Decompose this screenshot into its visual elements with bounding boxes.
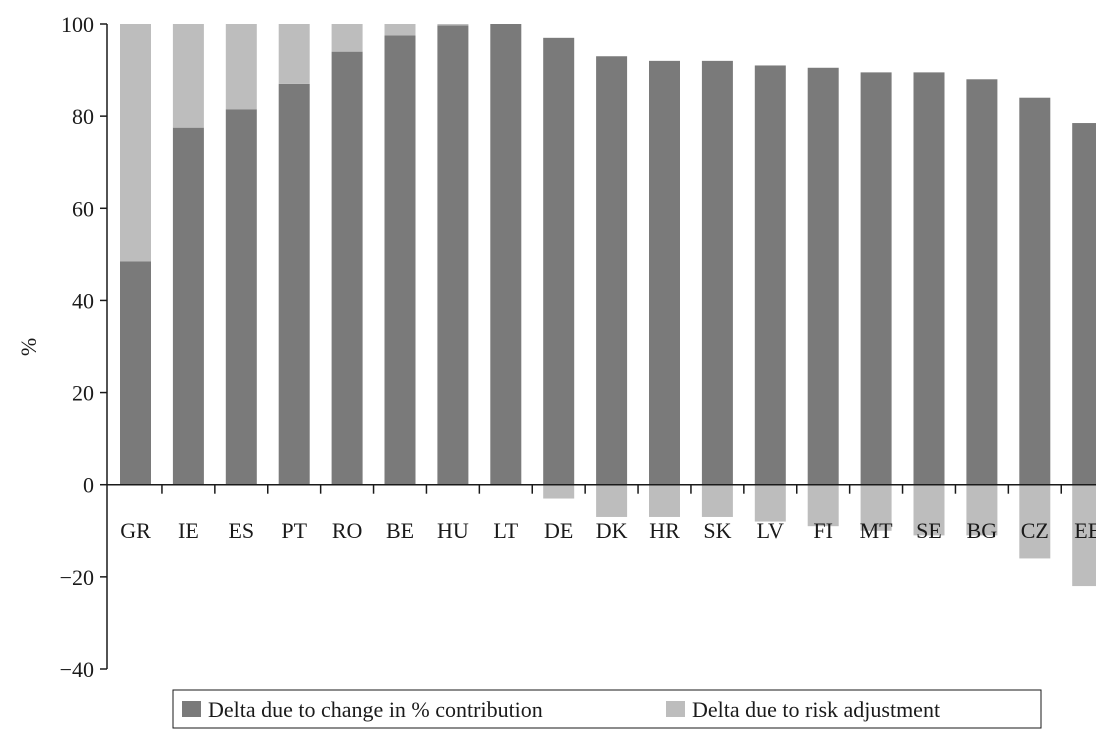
bar-risk-gr bbox=[120, 24, 151, 262]
bar-contribution-sk bbox=[701, 60, 733, 485]
legend-swatch-risk bbox=[666, 701, 685, 717]
bar-risk-sk bbox=[701, 484, 733, 517]
legend: Delta due to change in % contribution De… bbox=[172, 689, 1042, 729]
legend-label-contribution: Delta due to change in % contribution bbox=[208, 697, 543, 722]
bar-risk-pt bbox=[278, 24, 310, 84]
bar-risk-es bbox=[225, 24, 257, 110]
bar-contribution-fi bbox=[807, 67, 839, 485]
y-tick-label: 60 bbox=[72, 196, 94, 221]
category-label: IE bbox=[178, 518, 199, 543]
x-ticks-group bbox=[161, 484, 1062, 494]
bar-contribution-dk bbox=[596, 56, 628, 485]
bar-risk-ro bbox=[331, 24, 363, 52]
category-label: CZ bbox=[1021, 518, 1049, 543]
bar-risk-hr bbox=[649, 484, 680, 517]
category-label: RO bbox=[332, 518, 363, 543]
bar-contribution-se bbox=[913, 72, 945, 485]
category-label: SE bbox=[916, 518, 942, 543]
category-label: EE bbox=[1074, 518, 1096, 543]
legend-label-risk: Delta due to risk adjustment bbox=[692, 697, 940, 722]
category-label: GR bbox=[120, 518, 151, 543]
category-label: BE bbox=[386, 518, 414, 543]
category-label: ES bbox=[228, 518, 254, 543]
bars-group bbox=[120, 24, 1096, 587]
bar-contribution-ie bbox=[172, 127, 204, 485]
category-label: HR bbox=[649, 518, 680, 543]
category-label: LV bbox=[757, 518, 784, 543]
category-label: LT bbox=[493, 518, 518, 543]
y-tick-label: 100 bbox=[61, 12, 94, 37]
legend-swatch-contribution bbox=[182, 701, 201, 717]
legend-box bbox=[172, 689, 1042, 729]
y-tick-label: 40 bbox=[72, 288, 94, 313]
bar-risk-se bbox=[913, 484, 945, 536]
y-tick-label: −40 bbox=[60, 657, 94, 682]
bar-contribution-pt bbox=[278, 83, 310, 485]
category-label: HU bbox=[437, 518, 469, 543]
bar-contribution-hu bbox=[437, 25, 469, 485]
category-label: SK bbox=[703, 518, 731, 543]
bar-contribution-mt bbox=[860, 72, 892, 485]
bar-contribution-hr bbox=[649, 60, 680, 485]
category-label: PT bbox=[281, 518, 307, 543]
category-label: DE bbox=[544, 518, 573, 543]
y-axis-title: % bbox=[16, 338, 41, 356]
bar-risk-ee bbox=[1072, 484, 1096, 587]
bar-risk-hu bbox=[437, 24, 469, 26]
bar-contribution-de bbox=[543, 37, 575, 485]
bar-contribution-ro bbox=[331, 51, 363, 485]
bar-contribution-gr bbox=[120, 261, 151, 485]
bar-contribution-ee bbox=[1072, 123, 1096, 485]
bar-risk-bg bbox=[966, 484, 998, 536]
bar-contribution-lv bbox=[754, 65, 786, 485]
bar-contribution-es bbox=[225, 109, 257, 485]
bar-risk-be bbox=[384, 24, 416, 36]
category-labels-group: GR IE ES PT RO BE HU LT DE DK HR SK LV FI MT SE BG CZ EE bbox=[120, 518, 1096, 543]
y-tick-label: 20 bbox=[72, 381, 94, 406]
bar-contribution-cz bbox=[1019, 97, 1051, 485]
bar-risk-dk bbox=[596, 484, 628, 517]
y-tick-label: −20 bbox=[60, 565, 94, 590]
y-tick-label: 0 bbox=[83, 473, 94, 498]
bar-contribution-lt bbox=[490, 24, 522, 485]
y-ticks-group: −40 −20 0 20 40 60 80 100 bbox=[60, 12, 107, 682]
bar-contribution-bg bbox=[966, 79, 998, 485]
bar-contribution-be bbox=[384, 35, 416, 485]
category-label: MT bbox=[860, 518, 894, 543]
bar-risk-mt bbox=[860, 484, 892, 531]
category-label: DK bbox=[596, 518, 628, 543]
category-label: FI bbox=[813, 518, 833, 543]
bar-risk-lv bbox=[754, 484, 786, 522]
bar-risk-ie bbox=[172, 24, 204, 128]
category-label: BG bbox=[967, 518, 998, 543]
bar-risk-cz bbox=[1019, 484, 1051, 559]
bar-risk-fi bbox=[807, 484, 839, 527]
bar-risk-de bbox=[543, 484, 575, 499]
y-tick-label: 80 bbox=[72, 104, 94, 129]
